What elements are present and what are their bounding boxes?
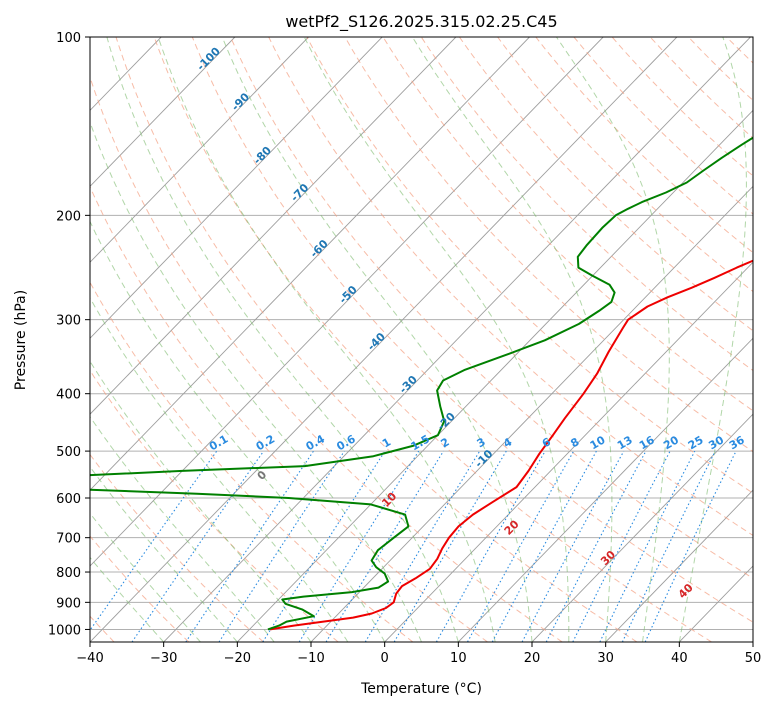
y-tick-label: 800	[56, 566, 81, 581]
y-tick-label: 400	[56, 388, 81, 403]
x-tick-label: 20	[524, 651, 541, 666]
x-tick-label: −10	[297, 651, 324, 666]
y-tick-label: 500	[56, 445, 81, 460]
x-tick-label: −30	[150, 651, 177, 666]
y-axis-label: Pressure (hPa)	[13, 290, 29, 390]
x-axis-label: Temperature (°C)	[360, 681, 482, 697]
x-tick-label: 10	[450, 651, 467, 666]
x-tick-label: 0	[381, 651, 389, 666]
y-tick-label: 700	[56, 532, 81, 547]
y-tick-label: 600	[56, 492, 81, 507]
x-tick-label: −40	[76, 651, 103, 666]
x-tick-label: 50	[745, 651, 762, 666]
y-tick-label: 200	[56, 209, 81, 224]
y-tick-label: 100	[56, 31, 81, 46]
y-tick-label: 900	[56, 596, 81, 611]
y-tick-label: 1000	[48, 623, 81, 638]
chart-title: wetPf2_S126.2025.315.02.25.C45	[285, 12, 557, 32]
x-tick-label: −20	[224, 651, 251, 666]
y-tick-label: 300	[56, 314, 81, 329]
x-tick-label: 40	[671, 651, 688, 666]
x-tick-label: 30	[597, 651, 614, 666]
